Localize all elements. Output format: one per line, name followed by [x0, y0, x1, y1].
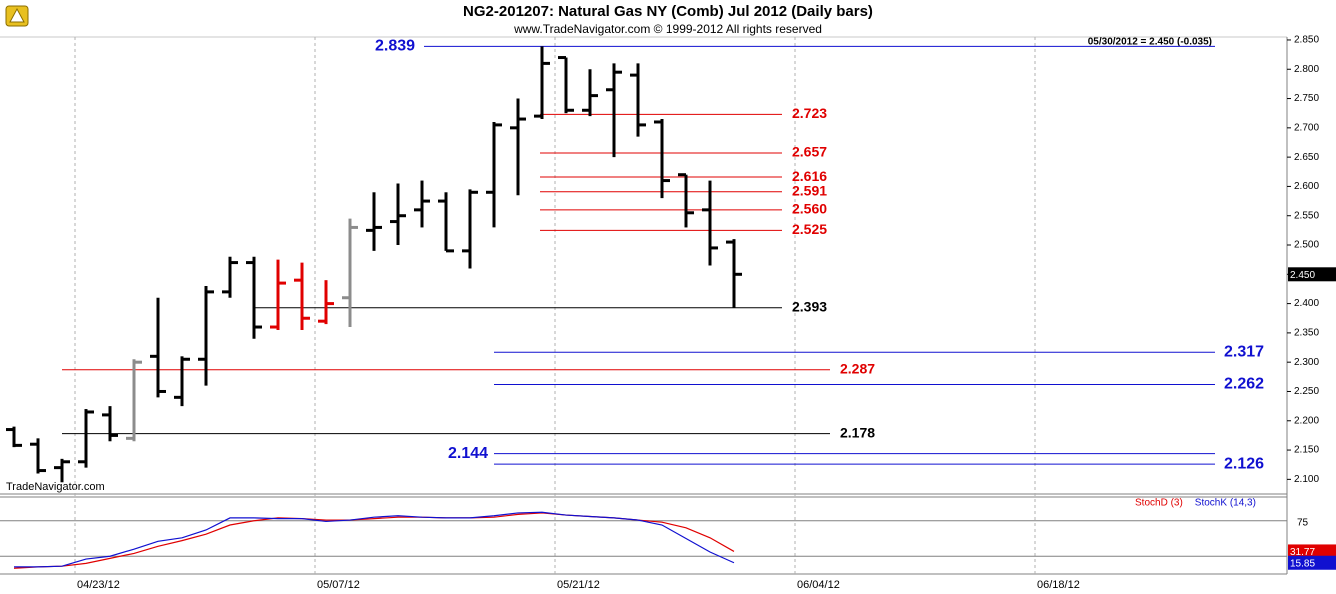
y-tick-label: 2.150: [1294, 445, 1319, 456]
y-tick-label: 2.200: [1294, 415, 1319, 426]
y-tick-label: 2.750: [1294, 93, 1319, 104]
level-label: 2.393: [792, 298, 827, 314]
x-tick-label: 06/18/12: [1037, 579, 1080, 591]
logo: [5, 5, 29, 27]
level-label: 2.657: [792, 144, 827, 160]
legend-entry: StochD (3): [1135, 498, 1183, 509]
y-tick-label: 2.100: [1294, 474, 1319, 485]
y-tick-label: 2.800: [1294, 64, 1319, 75]
y-tick-label: 2.850: [1294, 35, 1319, 46]
y-tick-label: 2.550: [1294, 210, 1319, 221]
last-indicator-label: 15.85: [1290, 558, 1315, 569]
x-tick-label: 05/07/12: [317, 579, 360, 591]
y-tick-label: 2.250: [1294, 386, 1319, 397]
last-indicator-label: 31.77: [1290, 547, 1315, 558]
x-tick-label: 04/23/12: [77, 579, 120, 591]
level-label: 2.560: [792, 201, 827, 217]
last-indicator-label-box: [1288, 544, 1336, 559]
level-label: 2.126: [1224, 455, 1264, 472]
y-tick-label: 2.600: [1294, 181, 1319, 192]
indicator-line: [14, 511, 735, 568]
chart-subtitle: www.TradeNavigator.com © 1999-2012 All r…: [513, 22, 822, 36]
level-label: 2.317: [1224, 343, 1264, 360]
level-label: 2.839: [375, 38, 415, 55]
watermark: TradeNavigator.com: [6, 481, 105, 493]
y-tick-label: 2.700: [1294, 122, 1319, 133]
level-label: 2.178: [840, 424, 875, 440]
y-tick-label: 2.500: [1294, 240, 1319, 251]
level-label: 2.525: [792, 221, 827, 237]
last-price-label: 2.450: [1290, 270, 1315, 281]
logo-mark: [9, 7, 25, 23]
last-indicator-label-box: [1288, 555, 1336, 570]
chart-title: NG2-201207: Natural Gas NY (Comb) Jul 20…: [463, 3, 873, 20]
last-note: 05/30/2012 = 2.450 (-0.035): [1088, 37, 1212, 48]
y-tick-label: 2.300: [1294, 357, 1319, 368]
level-label: 2.287: [840, 361, 875, 377]
level-label: 2.144: [448, 445, 488, 462]
x-tick-label: 06/04/12: [797, 579, 840, 591]
level-label: 2.262: [1224, 376, 1264, 393]
level-label: 2.616: [792, 168, 827, 184]
y-tick-label: 2.350: [1294, 328, 1319, 339]
level-label: 2.723: [792, 105, 827, 121]
y-tick-label: 75: [1297, 517, 1309, 528]
y-tick-label: 2.400: [1294, 298, 1319, 309]
x-tick-label: 05/21/12: [557, 579, 600, 591]
level-label: 2.591: [792, 182, 827, 198]
legend-entry: StochK (14,3): [1195, 498, 1256, 509]
last-price-label-box: [1288, 267, 1336, 282]
y-tick-label: 2.650: [1294, 152, 1319, 163]
